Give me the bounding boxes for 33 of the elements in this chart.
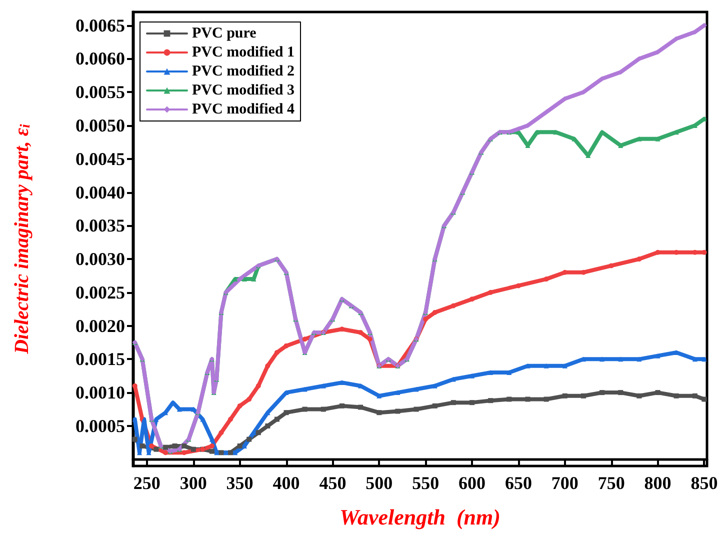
x-tick-label: 250 [133,473,160,493]
x-tick-label: 300 [180,473,207,493]
y-tick-label: 0.0055 [76,82,125,102]
y-tick-label: 0.0025 [76,282,125,302]
legend-label: PVC modified 3 [192,82,294,98]
y-tick-label: 0.0045 [76,148,125,169]
y-tick-label: 0.0030 [76,249,125,270]
y-tick-label: 0.0020 [76,316,125,336]
y-tick-label: 0.0005 [76,416,125,436]
x-tick-label: 500 [366,473,393,493]
legend-label: PVC modified 1 [192,44,294,60]
y-tick-label: 0.0010 [76,382,125,403]
y-axis-title: Dielectric imaginary part, εi [11,124,34,355]
x-tick-label: 550 [412,473,440,493]
x-tick-label: 450 [319,473,346,493]
x-tick-label: 650 [504,473,532,493]
x-tick-label: 750 [598,473,625,493]
legend-label: PVC pure [192,26,257,42]
y-tick-label: 0.0040 [76,182,125,202]
x-tick-label: 850 [690,473,718,493]
y-tick-label: 0.0060 [76,48,125,69]
x-axis-title: Wavelength (nm) [340,504,500,530]
x-tick-label: 700 [551,473,578,493]
x-tick-label: 800 [644,473,672,493]
y-tick-label: 0.0065 [76,15,125,36]
y-tick-label: 0.0015 [76,349,125,370]
x-tick-label: 400 [272,473,300,493]
x-tick-label: 350 [226,473,254,493]
legend-label: PVC modified 2 [192,64,294,80]
x-tick-label: 600 [458,473,486,493]
y-tick-label: 0.0035 [76,216,125,236]
legend-label: PVC modified 4 [192,102,295,118]
y-tick-label: 0.0050 [76,116,125,136]
